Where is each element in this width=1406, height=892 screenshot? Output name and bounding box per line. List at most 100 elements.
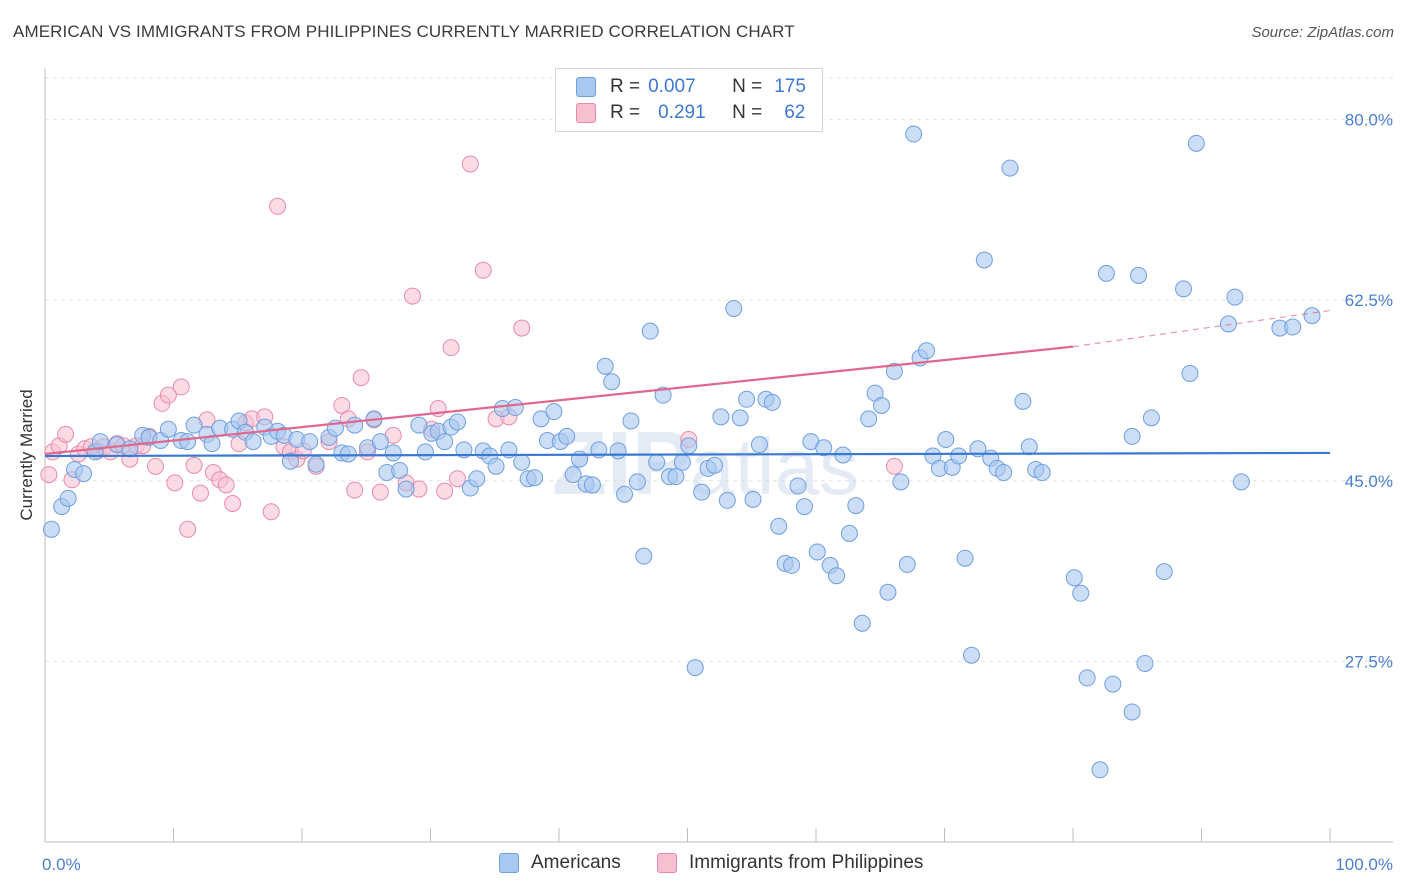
data-point-americans: [487, 457, 505, 475]
data-point-americans: [693, 483, 711, 501]
data-point-americans: [526, 469, 544, 487]
data-point-americans: [840, 524, 858, 542]
data-point-philippines: [474, 261, 492, 279]
data-point-americans: [628, 473, 646, 491]
data-point-americans: [853, 614, 871, 632]
data-point-americans: [686, 659, 704, 677]
data-point-americans: [609, 442, 627, 460]
data-point-americans: [1123, 703, 1141, 721]
data-point-americans: [789, 477, 807, 495]
data-point-americans: [545, 403, 563, 421]
data-point-americans: [91, 433, 109, 451]
data-point-philippines: [513, 319, 531, 337]
data-point-americans: [1065, 569, 1083, 587]
data-point-americans: [468, 470, 486, 488]
source-label: Source: ZipAtlas.com: [1251, 24, 1394, 41]
data-point-americans: [995, 464, 1013, 482]
data-point-americans: [532, 410, 550, 428]
philippines-swatch: [657, 853, 677, 873]
y-tick-label: 45.0%: [1345, 472, 1393, 491]
data-point-americans: [918, 342, 936, 360]
x-tick-label: 0.0%: [42, 855, 81, 874]
data-point-americans: [455, 441, 473, 459]
data-point-americans: [1284, 318, 1302, 336]
data-point-americans: [673, 453, 691, 471]
data-point-americans: [448, 413, 466, 431]
data-point-americans: [725, 299, 743, 317]
legend-r-label: R =: [610, 76, 641, 97]
data-point-americans: [1020, 438, 1038, 456]
data-point-americans: [179, 433, 197, 451]
data-point-philippines: [885, 457, 903, 475]
data-point-americans: [616, 485, 634, 503]
data-point-americans: [750, 436, 768, 454]
data-point-americans: [1187, 134, 1205, 152]
data-point-americans: [1175, 280, 1193, 298]
legend-r-value: 0.007: [648, 76, 696, 97]
data-point-americans: [159, 420, 177, 438]
data-point-americans: [603, 373, 621, 391]
data-point-philippines: [371, 483, 389, 501]
y-tick-label: 80.0%: [1345, 111, 1393, 130]
data-point-philippines: [172, 378, 190, 396]
data-point-americans: [795, 498, 813, 516]
data-point-americans: [898, 555, 916, 573]
data-point-americans: [705, 456, 723, 474]
data-point-philippines: [40, 466, 58, 484]
data-point-philippines: [269, 197, 287, 215]
data-point-americans: [1232, 473, 1250, 491]
data-point-americans: [1136, 654, 1154, 672]
data-point-americans: [1226, 288, 1244, 306]
data-point-americans: [905, 125, 923, 143]
data-point-philippines: [442, 339, 460, 357]
legend-row-philippines: R = 0.291 N = 62: [576, 101, 805, 125]
data-point-americans: [1078, 669, 1096, 687]
data-point-americans: [410, 416, 428, 434]
data-point-americans: [667, 468, 685, 486]
data-point-americans: [648, 453, 666, 471]
data-point-philippines: [159, 386, 177, 404]
data-point-americans: [937, 431, 955, 449]
trend-line-philippines: [44, 345, 1074, 456]
data-point-americans: [583, 476, 601, 494]
data-point-philippines: [404, 287, 422, 305]
data-point-americans: [1014, 392, 1032, 410]
data-point-americans: [1033, 464, 1051, 482]
data-point-americans: [770, 517, 788, 535]
data-point-americans: [1303, 307, 1321, 325]
legend-n-value: 175: [774, 76, 806, 97]
data-point-americans: [59, 489, 77, 507]
data-point-americans: [738, 390, 756, 408]
data-point-americans: [513, 453, 531, 471]
americans-swatch: [499, 853, 519, 873]
legend-item-philippines[interactable]: Immigrants from Philippines: [657, 852, 923, 874]
chart-title: AMERICAN VS IMMIGRANTS FROM PHILIPPINES …: [13, 22, 795, 41]
americans-points: [42, 125, 1321, 779]
data-point-americans: [1001, 159, 1019, 177]
data-point-americans: [763, 393, 781, 411]
data-point-americans: [307, 455, 325, 473]
data-point-americans: [1219, 315, 1237, 333]
data-point-americans: [301, 433, 319, 451]
data-point-americans: [571, 450, 589, 468]
legend-item-americans[interactable]: Americans: [499, 852, 621, 874]
data-point-philippines: [224, 495, 242, 513]
americans-swatch: [576, 77, 596, 97]
trend-lines: [44, 309, 1331, 458]
legend-n-label: N =: [732, 102, 763, 123]
data-point-americans: [808, 543, 826, 561]
data-point-americans: [397, 480, 415, 498]
legend-n-value: 62: [784, 102, 806, 123]
series-legend: Americans Immigrants from Philippines: [0, 852, 1406, 878]
data-point-philippines: [185, 456, 203, 474]
data-point-americans: [712, 408, 730, 426]
data-point-americans: [731, 409, 749, 427]
data-point-americans: [506, 399, 524, 417]
legend-r-value: 0.291: [658, 102, 706, 123]
trend-line-americans: [44, 451, 1331, 458]
data-point-americans: [558, 427, 576, 445]
data-point-americans: [744, 490, 762, 508]
data-point-americans: [873, 396, 891, 414]
data-point-americans: [860, 410, 878, 428]
